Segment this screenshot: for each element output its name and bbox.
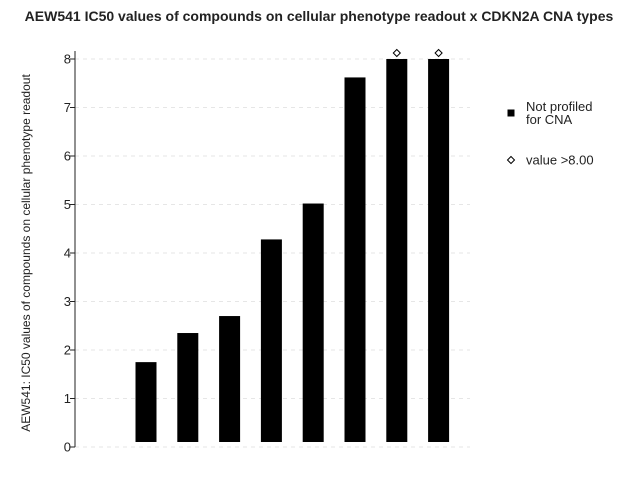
bar [344, 77, 366, 443]
legend-label: for CNA [526, 112, 573, 127]
y-tick-label: 3 [64, 294, 71, 309]
bars [135, 59, 450, 443]
chart-title: AEW541 IC50 values of compounds on cellu… [24, 8, 614, 24]
y-tick-label: 6 [64, 149, 71, 164]
bar [302, 203, 324, 442]
y-tick-label: 1 [64, 391, 71, 406]
overflow-diamond-marker [392, 48, 402, 58]
legend-diamond-icon [506, 155, 516, 165]
y-axis-ticks: 0 1 2 3 4 5 6 7 8 [64, 52, 75, 455]
bar [260, 239, 282, 442]
y-tick-label: 8 [64, 52, 71, 67]
y-axis-label: AEW541: IC50 values of compounds on cell… [19, 74, 33, 432]
y-tick-label: 0 [64, 440, 71, 455]
overflow-markers [392, 48, 443, 58]
bar [386, 59, 408, 442]
y-tick-label: 7 [64, 100, 71, 115]
y-tick-label: 2 [64, 343, 71, 358]
legend-square-icon [507, 109, 515, 117]
legend-label: value >8.00 [526, 153, 594, 168]
bar [219, 316, 241, 442]
bar [135, 362, 157, 442]
overflow-diamond-marker [434, 48, 443, 58]
bar [428, 59, 450, 442]
bar [177, 333, 199, 442]
legend-label: Not profiled [526, 99, 592, 114]
y-tick-label: 4 [64, 246, 71, 261]
y-tick-label: 5 [64, 197, 71, 212]
